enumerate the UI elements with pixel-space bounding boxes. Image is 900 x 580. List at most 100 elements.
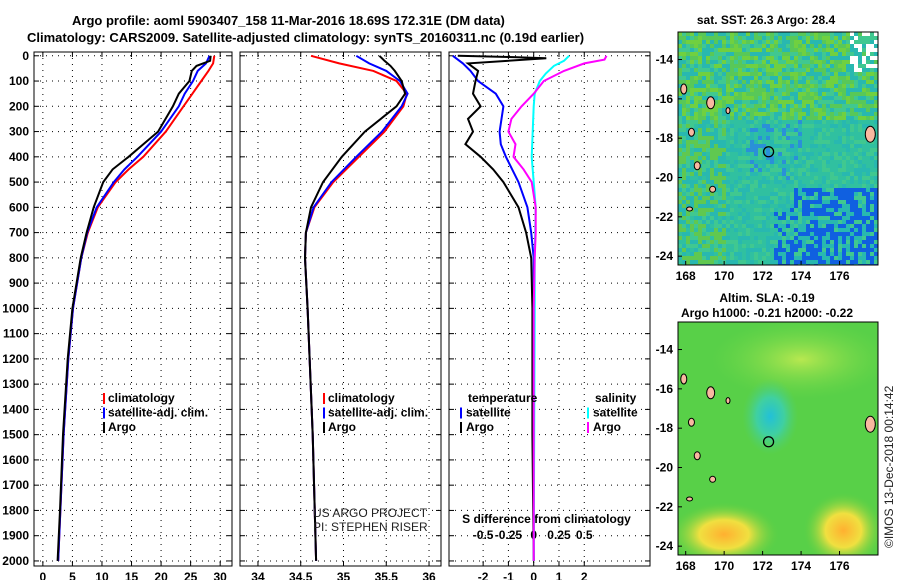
sst-cell <box>706 136 710 140</box>
sst-cell <box>686 68 690 72</box>
sst-cell <box>874 80 878 84</box>
sst-cell <box>814 44 818 48</box>
sst-cell <box>770 164 774 168</box>
sst-cell <box>830 252 834 256</box>
sst-cell <box>738 212 742 216</box>
sst-cell <box>858 48 862 52</box>
sst-cell <box>834 180 838 184</box>
sst-cell <box>770 112 774 116</box>
sst-cell <box>722 148 726 152</box>
sst-cell <box>702 172 706 176</box>
sst-cell <box>774 216 778 220</box>
sst-cell <box>818 48 822 52</box>
sst-cell <box>770 204 774 208</box>
island <box>725 107 731 115</box>
sst-cell <box>770 36 774 40</box>
sst-cell <box>814 132 818 136</box>
sst-cell <box>786 196 790 200</box>
sst-cell <box>710 204 714 208</box>
sst-cell <box>678 236 682 240</box>
sst-cell <box>818 196 822 200</box>
sst-cell <box>846 76 850 80</box>
sst-cell <box>822 152 826 156</box>
sst-cell <box>754 148 758 152</box>
sst-cell <box>774 76 778 80</box>
sst-cell <box>830 200 834 204</box>
sst-cell <box>738 132 742 136</box>
sst-cell <box>758 44 762 48</box>
sst-cell <box>754 192 758 196</box>
sst-cell <box>806 148 810 152</box>
sst-cell <box>850 48 854 52</box>
sst-cell <box>686 120 690 124</box>
series-line-satellite-adj-clim- <box>303 54 409 561</box>
sst-cell <box>842 176 846 180</box>
sst-cell <box>754 96 758 100</box>
sst-cell <box>734 80 738 84</box>
sst-cell <box>690 200 694 204</box>
sst-cell <box>698 204 702 208</box>
sst-cell <box>734 232 738 236</box>
sst-cell <box>842 80 846 84</box>
sst-cell <box>746 136 750 140</box>
sst-cell <box>750 128 754 132</box>
sst-cell <box>770 228 774 232</box>
sst-cell <box>802 136 806 140</box>
sst-cell <box>826 252 830 256</box>
sst-cell <box>774 72 778 76</box>
sst-cell <box>718 208 722 212</box>
sst-cell <box>870 144 874 148</box>
sst-cell <box>698 84 702 88</box>
sst-cell <box>826 72 830 76</box>
sst-cell <box>690 88 694 92</box>
sst-cell <box>714 104 718 108</box>
sst-cell <box>830 132 834 136</box>
sst-cell <box>858 132 862 136</box>
sst-cell <box>794 140 798 144</box>
sst-cell <box>702 188 706 192</box>
sst-cell <box>782 240 786 244</box>
legend-swatch <box>323 393 325 404</box>
sst-cell <box>682 100 686 104</box>
sst-cell <box>682 184 686 188</box>
sst-cell <box>778 176 782 180</box>
sst-cell <box>770 124 774 128</box>
sst-cell <box>834 208 838 212</box>
sst-cell <box>802 248 806 252</box>
sst-cell <box>710 180 714 184</box>
sst-cell <box>802 152 806 156</box>
sst-cell <box>754 172 758 176</box>
sst-cell <box>822 180 826 184</box>
sst-cell <box>830 140 834 144</box>
sst-cell <box>854 184 858 188</box>
sst-cell <box>866 260 870 264</box>
sst-cell <box>858 204 862 208</box>
sst-cell <box>706 172 710 176</box>
sst-cell <box>814 180 818 184</box>
sst-cell <box>862 72 866 76</box>
sst-cell <box>678 100 682 104</box>
sst-cell <box>762 188 766 192</box>
sst-cell <box>846 180 850 184</box>
sst-cell <box>818 128 822 132</box>
sst-cell <box>870 176 874 180</box>
sst-cell <box>734 120 738 124</box>
sst-cell <box>690 244 694 248</box>
sst-cell <box>862 200 866 204</box>
sst-cell <box>682 176 686 180</box>
sst-cell <box>678 212 682 216</box>
sst-cell <box>818 152 822 156</box>
sst-cell <box>874 164 878 168</box>
sst-cell <box>826 204 830 208</box>
y-tick-label: 1300 <box>2 377 29 391</box>
sst-cell <box>814 224 818 228</box>
sst-cell <box>742 256 746 260</box>
sst-cell <box>738 40 742 44</box>
sst-cell <box>810 44 814 48</box>
sst-cell <box>738 152 742 156</box>
sst-cell <box>770 132 774 136</box>
sst-cell <box>766 76 770 80</box>
sst-cell <box>822 216 826 220</box>
sst-cell <box>834 96 838 100</box>
sst-cell <box>838 172 842 176</box>
